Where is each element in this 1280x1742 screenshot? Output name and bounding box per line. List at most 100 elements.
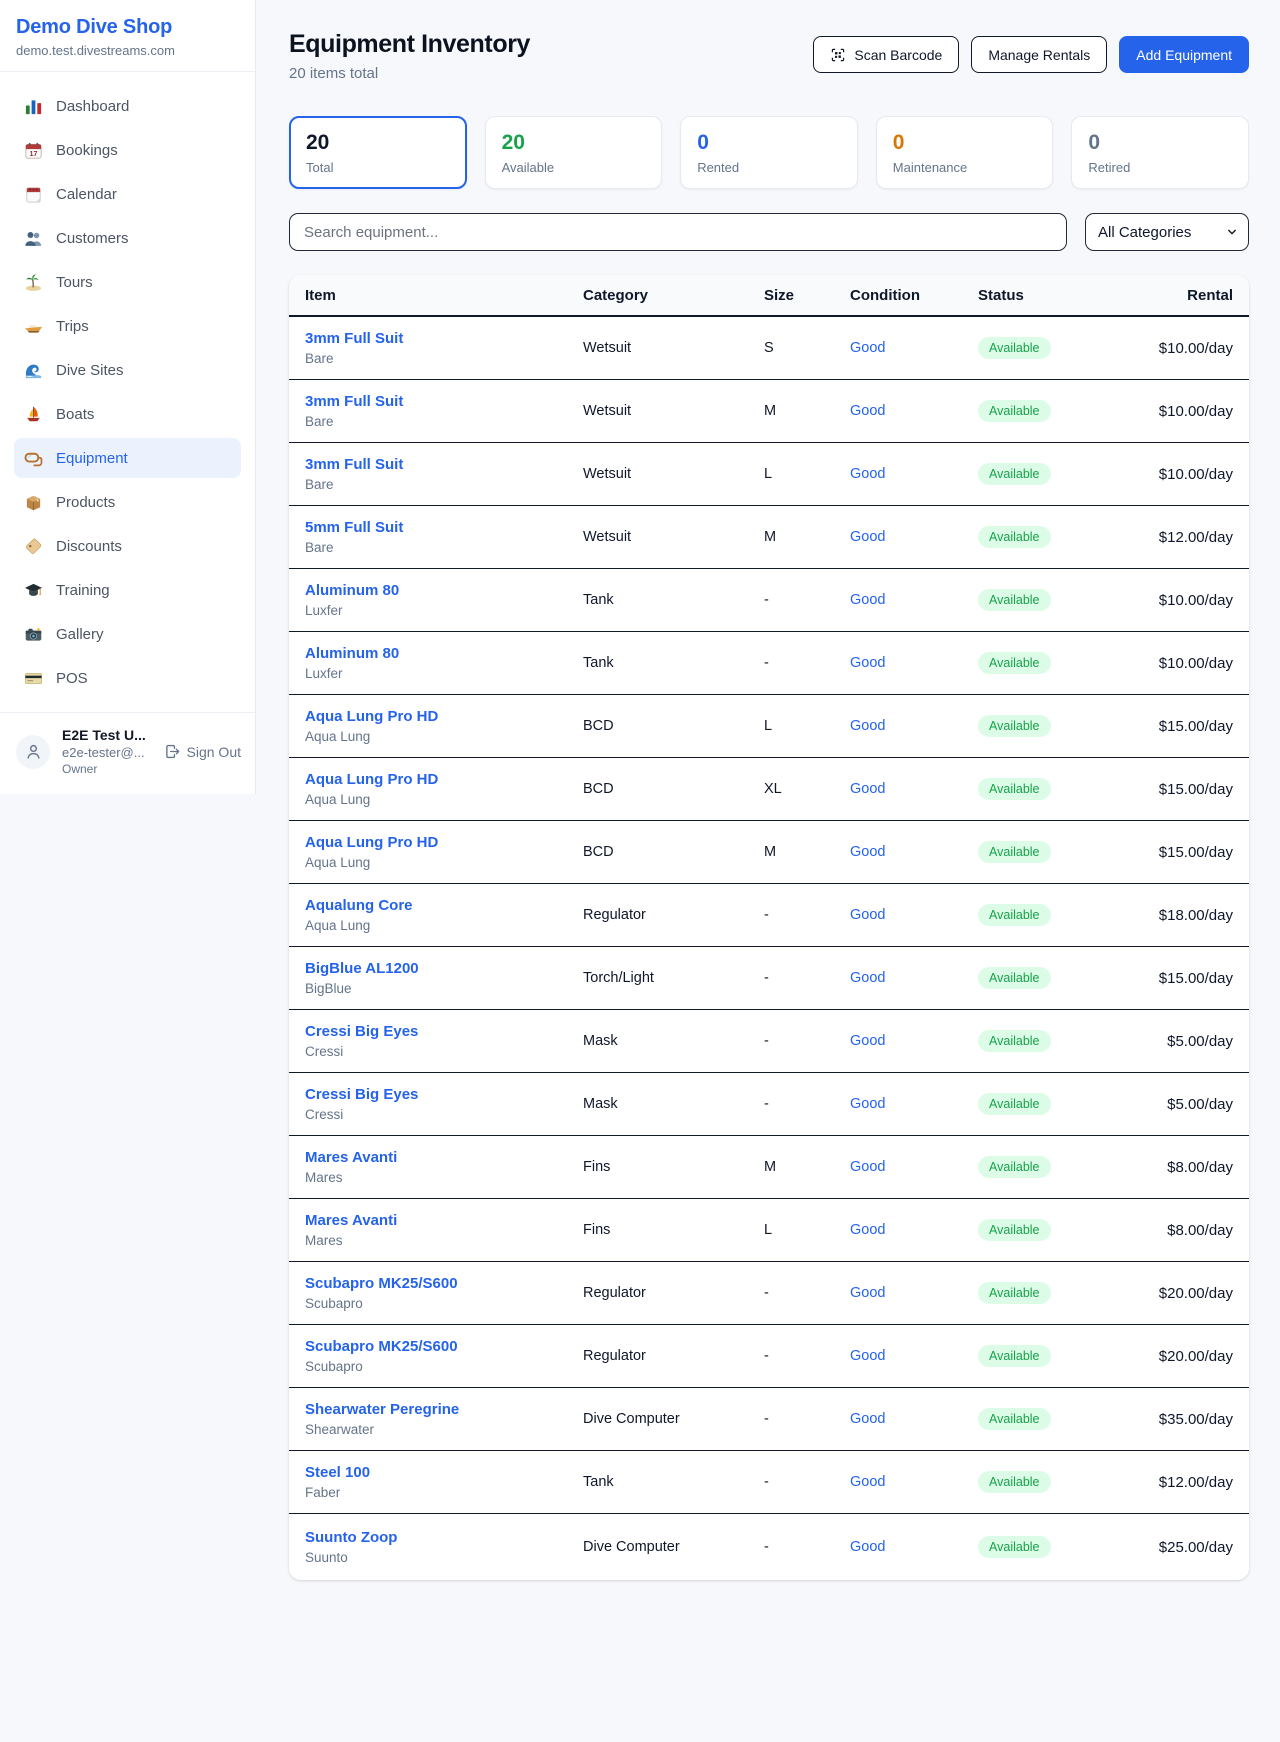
item-brand: Mares (305, 1233, 343, 1248)
sidebar-item-dive-sites[interactable]: Dive Sites (14, 350, 241, 390)
sidebar-item-label: Discounts (56, 537, 122, 555)
sidebar-item-pos[interactable]: POS (14, 658, 241, 698)
sign-out-button[interactable]: Sign Out (164, 743, 241, 760)
table-row[interactable]: Aqualung Core Aqua Lung Regulator - Good Avai… (289, 884, 1249, 947)
table-row[interactable]: Aluminum 80 Luxfer Tank - Good Available $10.0… (289, 632, 1249, 695)
stat-card-rented[interactable]: 0 Rented (680, 116, 858, 189)
table-row[interactable]: Mares Avanti Mares Fins L Good Available $8.00… (289, 1199, 1249, 1262)
item-name-link[interactable]: Scubapro MK25/S600 (305, 1275, 458, 1292)
item-name-link[interactable]: Suunto Zoop (305, 1529, 398, 1546)
item-name-link[interactable]: Aluminum 80 (305, 645, 400, 662)
page-title: Equipment Inventory (289, 30, 531, 58)
stat-value: 20 (501, 131, 525, 154)
package-icon (24, 493, 43, 512)
table-row[interactable]: 5mm Full Suit Bare Wetsuit M Good Available $1… (289, 506, 1249, 569)
search-input[interactable] (289, 213, 1067, 251)
table-row[interactable]: Scubapro MK25/S600 Scubapro Regulator - Good… (289, 1325, 1249, 1388)
sidebar-item-tours[interactable]: Tours (14, 262, 241, 302)
category-cell: Fins (583, 1222, 611, 1238)
item-cell: Mares Avanti Mares (289, 1212, 583, 1248)
condition-cell: Good (850, 1411, 886, 1427)
item-name-link[interactable]: Cressi Big Eyes (305, 1023, 419, 1040)
item-brand: Cressi (305, 1044, 344, 1059)
condition-cell: Good (850, 529, 886, 545)
sidebar-item-boats[interactable]: Boats (14, 394, 241, 434)
graduation-cap-icon (24, 581, 43, 600)
table-row[interactable]: Cressi Big Eyes Cressi Mask - Good Available $… (289, 1010, 1249, 1073)
item-name-link[interactable]: Cressi Big Eyes (305, 1086, 419, 1103)
scan-barcode-button[interactable]: Scan Barcode (813, 36, 960, 73)
sidebar-item-discounts[interactable]: Discounts (14, 526, 241, 566)
equipment-table: Item Category Size Condition Status Rent… (289, 275, 1249, 1580)
size-cell: - (764, 1285, 769, 1301)
item-name-link[interactable]: Aqualung Core (305, 897, 413, 914)
sidebar-item-training[interactable]: Training (14, 570, 241, 610)
person-icon (26, 744, 40, 759)
item-name-link[interactable]: Aqua Lung Pro HD (305, 771, 439, 788)
price-tag-icon (24, 537, 43, 556)
sidebar-item-calendar[interactable]: Calendar (14, 174, 241, 214)
item-cell: 3mm Full Suit Bare (289, 330, 583, 366)
item-name-link[interactable]: Steel 100 (305, 1464, 371, 1481)
table-row[interactable]: 3mm Full Suit Bare Wetsuit M Good Available $1… (289, 380, 1249, 443)
table-row[interactable]: Aqua Lung Pro HD Aqua Lung BCD L Good Availab… (289, 695, 1249, 758)
table-row[interactable]: Aqua Lung Pro HD Aqua Lung BCD XL Good Availa… (289, 758, 1249, 821)
dive-mask-icon (24, 449, 43, 468)
table-row[interactable]: BigBlue AL1200 BigBlue Torch/Light - Good Ava… (289, 947, 1249, 1010)
stat-card-total[interactable]: 20 Total (289, 116, 467, 189)
item-name-link[interactable]: 3mm Full Suit (305, 330, 404, 347)
table-row[interactable]: Shearwater Peregrine Shearwater Dive Compu… (289, 1388, 1249, 1451)
stat-label: Maintenance (892, 160, 968, 175)
item-name-link[interactable]: Aqua Lung Pro HD (305, 708, 439, 725)
item-name-link[interactable]: Aluminum 80 (305, 582, 400, 599)
item-name-link[interactable]: Scubapro MK25/S600 (305, 1338, 458, 1355)
sidebar-item-gallery[interactable]: Gallery (14, 614, 241, 654)
size-cell: - (764, 592, 769, 608)
stat-card-maintenance[interactable]: 0 Maintenance (875, 116, 1054, 189)
size-cell: - (764, 1539, 769, 1555)
status-cell: Available (978, 1029, 1138, 1053)
add-equipment-button[interactable]: Add Equipment (1119, 36, 1249, 73)
category-cell: Dive Computer (583, 1411, 680, 1427)
user-box: E2E Test U... e2e-tester@... Owner Sign … (0, 712, 255, 794)
category-cell: Regulator (583, 907, 646, 923)
item-name-link[interactable]: Shearwater Peregrine (305, 1401, 460, 1418)
item-name-link[interactable]: Mares Avanti (305, 1149, 398, 1166)
barcode-scan-icon (832, 48, 845, 61)
manage-rentals-button[interactable]: Manage Rentals (971, 36, 1108, 73)
item-name-link[interactable]: Mares Avanti (305, 1212, 398, 1229)
condition-cell: Good (850, 1474, 886, 1490)
stat-card-retired[interactable]: 0 Retired (1071, 116, 1249, 189)
item-brand: Luxfer (305, 666, 343, 681)
item-name-link[interactable]: 3mm Full Suit (305, 393, 404, 410)
sidebar-item-trips[interactable]: Trips (14, 306, 241, 346)
item-name-link[interactable]: BigBlue AL1200 (305, 960, 419, 977)
table-row[interactable]: Cressi Big Eyes Cressi Mask - Good Available $… (289, 1073, 1249, 1136)
stat-card-available[interactable]: 20 Available (484, 116, 663, 189)
category-filter-select[interactable]: All Categories (1085, 213, 1249, 251)
table-row[interactable]: Aluminum 80 Luxfer Tank - Good Available $10.0… (289, 569, 1249, 632)
item-name-link[interactable]: 3mm Full Suit (305, 456, 404, 473)
manage-rentals-label: Manage Rentals (988, 46, 1091, 63)
stat-value: 0 (697, 131, 709, 154)
sidebar-item-products[interactable]: Products (14, 482, 241, 522)
sidebar-item-equipment[interactable]: Equipment (14, 438, 241, 478)
sidebar-item-dashboard[interactable]: Dashboard (14, 86, 241, 126)
table-row[interactable]: Aqua Lung Pro HD Aqua Lung BCD M Good Availab… (289, 821, 1249, 884)
rental-price-cell: $15.00/day (1158, 780, 1233, 798)
sidebar-item-customers[interactable]: Customers (14, 218, 241, 258)
sidebar-item-label: Tours (56, 273, 93, 291)
table-row[interactable]: Steel 100 Faber Tank - Good Available $12.00/d… (289, 1451, 1249, 1514)
table-row[interactable]: 3mm Full Suit Bare Wetsuit L Good Available $1… (289, 443, 1249, 506)
table-row[interactable]: Scubapro MK25/S600 Scubapro Regulator - Good… (289, 1262, 1249, 1325)
sidebar-item-bookings[interactable]: 17 Bookings (14, 130, 241, 170)
table-row[interactable]: Mares Avanti Mares Fins M Good Available $8.00… (289, 1136, 1249, 1199)
brand-name[interactable]: Demo Dive Shop (16, 16, 173, 38)
item-name-link[interactable]: 5mm Full Suit (305, 519, 404, 536)
item-name-link[interactable]: Aqua Lung Pro HD (305, 834, 439, 851)
category-cell: Regulator (583, 1285, 646, 1301)
stat-label: Rented (697, 160, 740, 175)
stat-value: 0 (1088, 131, 1101, 154)
table-row[interactable]: Suunto Zoop Suunto Dive Computer - Good Avail… (289, 1514, 1249, 1580)
table-row[interactable]: 3mm Full Suit Bare Wetsuit S Good Available $1… (289, 317, 1249, 380)
